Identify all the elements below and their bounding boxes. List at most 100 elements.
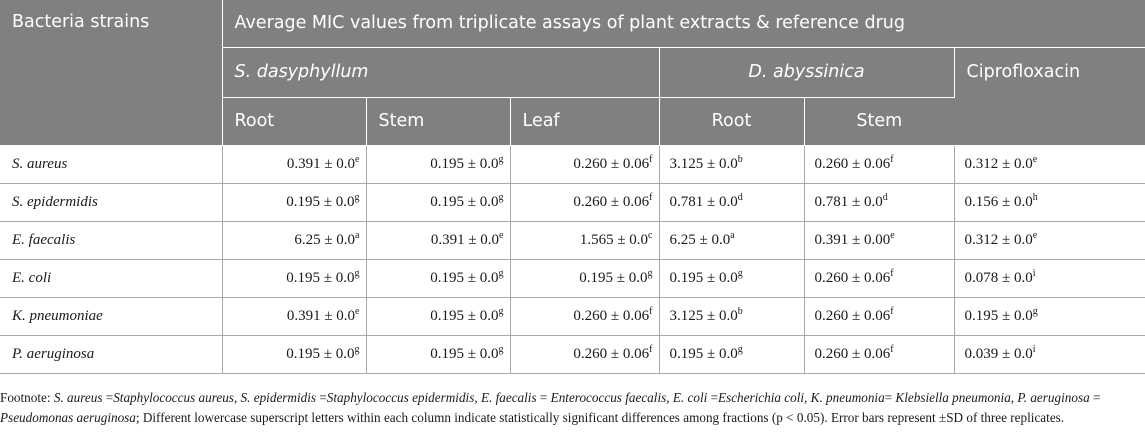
- mic-value-cell: 0.195 ± 0.0g: [659, 259, 805, 298]
- header-leaf-sd: Leaf: [510, 97, 660, 146]
- mic-value-cell: 0.260 ± 0.06f: [804, 259, 955, 298]
- mic-value-cell: 0.391 ± 0.00e: [804, 221, 955, 260]
- significance-letter: h: [1032, 191, 1038, 203]
- mic-value: 0.195 ± 0.0: [286, 193, 355, 210]
- strain-name: E. coli: [0, 259, 223, 298]
- footnote-text: ,: [233, 390, 241, 405]
- footnote-text: =: [536, 390, 551, 405]
- footnote-text: P. aeruginosa: [1017, 390, 1090, 405]
- mic-value-cell: 0.078 ± 0.0i: [954, 259, 1145, 298]
- footnote-text: =: [316, 390, 327, 405]
- strain-name: P. aeruginosa: [0, 335, 223, 374]
- mic-value: 0.260 ± 0.06: [814, 307, 891, 324]
- mic-value: 0.391 ± 0.00: [814, 231, 891, 248]
- significance-letter: g: [354, 343, 360, 355]
- strain-name: K. pneumoniae: [0, 297, 223, 336]
- mic-value-cell: 3.125 ± 0.0b: [659, 297, 805, 336]
- significance-letter: g: [498, 267, 504, 279]
- mic-table: Bacteria strains Average MIC values from…: [0, 0, 1145, 374]
- mic-value-cell: 0.260 ± 0.06f: [804, 145, 955, 184]
- mic-value-cell: 0.195 ± 0.0g: [366, 297, 511, 336]
- significance-letter: g: [354, 191, 360, 203]
- footnote-text: ,: [1010, 390, 1018, 405]
- strain-name: S. epidermidis: [0, 183, 223, 222]
- significance-letter: e: [355, 305, 360, 317]
- mic-value-cell: 0.195 ± 0.0g: [366, 335, 511, 374]
- significance-letter: g: [354, 267, 360, 279]
- significance-letter: i: [1032, 343, 1036, 355]
- footnote-text: Klebsiella pneumonia: [895, 390, 1011, 405]
- table-row: E. coli 0.195 ± 0.0g 0.195 ± 0.0g 0.195 ± 0…: [0, 259, 1145, 298]
- mic-value-cell: 0.260 ± 0.06f: [804, 297, 955, 336]
- mic-value: 0.391 ± 0.0: [430, 231, 500, 248]
- footnote-text: ,: [804, 390, 811, 405]
- mic-value-cell: 0.391 ± 0.0e: [222, 145, 367, 184]
- mic-value: 0.391 ± 0.0: [286, 307, 356, 324]
- mic-value: 6.25 ± 0.0: [294, 231, 356, 248]
- significance-letter: e: [890, 229, 895, 241]
- footnote-text: ,: [666, 390, 673, 405]
- mic-value-cell: 3.125 ± 0.0b: [659, 145, 805, 184]
- footnote-text: Escherichia coli: [718, 390, 805, 405]
- significance-letter: f: [649, 343, 653, 355]
- mic-value: 0.260 ± 0.06: [573, 155, 650, 172]
- significance-letter: f: [890, 305, 894, 317]
- mic-value-cell: 0.195 ± 0.0g: [366, 183, 511, 222]
- header-stem-sd: Stem: [366, 97, 511, 146]
- table-row: S. aureus 0.391 ± 0.0e 0.195 ± 0.0g 0.260 ±…: [0, 145, 1145, 184]
- significance-letter: f: [649, 305, 653, 317]
- mic-value: 0.039 ± 0.0: [964, 345, 1033, 362]
- mic-value: 0.781 ± 0.0: [814, 193, 883, 210]
- significance-letter: g: [498, 305, 504, 317]
- footnote-text: ,: [474, 390, 481, 405]
- mic-value: 0.195 ± 0.0: [286, 269, 355, 286]
- footnote-text: Staphylococcus epidermidis: [326, 390, 475, 405]
- significance-letter: d: [882, 191, 888, 203]
- significance-letter: e: [1032, 229, 1038, 241]
- significance-letter: g: [1032, 305, 1038, 317]
- header-average-mic: Average MIC values from triplicate assay…: [222, 0, 1145, 48]
- mic-value: 0.260 ± 0.06: [814, 155, 891, 172]
- significance-letter: g: [498, 343, 504, 355]
- header-s-dasyphyllum: S. dasyphyllum: [222, 47, 660, 98]
- footnote-text: =: [707, 390, 719, 405]
- mic-value-cell: 0.781 ± 0.0d: [659, 183, 805, 222]
- mic-value-cell: 0.312 ± 0.0e: [954, 145, 1145, 184]
- significance-letter: e: [499, 229, 504, 241]
- table-row: P. aeruginosa 0.195 ± 0.0g 0.195 ± 0.0g 0.2…: [0, 335, 1145, 374]
- header-d-abyssinica: D. abyssinica: [659, 47, 955, 98]
- significance-letter: c: [648, 229, 653, 241]
- mic-value: 0.781 ± 0.0: [669, 193, 738, 210]
- mic-value-cell: 0.260 ± 0.06f: [510, 183, 660, 222]
- significance-letter: f: [890, 153, 894, 165]
- footnote-text: S. epidermidis: [240, 390, 317, 405]
- significance-letter: f: [649, 153, 653, 165]
- footnote-text: K. pneumonia: [810, 390, 885, 405]
- footnote-text: ; Different lowercase superscript letter…: [135, 410, 1065, 425]
- mic-value: 0.195 ± 0.0: [579, 269, 648, 286]
- significance-letter: b: [737, 153, 743, 165]
- significance-letter: f: [890, 267, 894, 279]
- significance-letter: e: [355, 153, 360, 165]
- significance-letter: d: [737, 191, 743, 203]
- footnote: Footnote: S. aureus =Staphylococcus aure…: [0, 388, 1145, 428]
- mic-value: 0.156 ± 0.0: [964, 193, 1033, 210]
- significance-letter: a: [730, 229, 735, 241]
- mic-value: 6.25 ± 0.0: [669, 231, 731, 248]
- mic-value: 0.195 ± 0.0: [669, 345, 738, 362]
- mic-value: 0.195 ± 0.0: [669, 269, 738, 286]
- table-row: K. pneumoniae 0.391 ± 0.0e 0.195 ± 0.0g 0.2…: [0, 297, 1145, 336]
- mic-value-cell: 0.260 ± 0.06f: [510, 145, 660, 184]
- mic-value: 0.195 ± 0.0: [964, 307, 1033, 324]
- mic-value-cell: 0.195 ± 0.0g: [366, 259, 511, 298]
- mic-value-cell: 6.25 ± 0.0a: [659, 221, 805, 260]
- mic-value: 0.312 ± 0.0: [964, 155, 1033, 172]
- mic-value-cell: 0.195 ± 0.0g: [659, 335, 805, 374]
- mic-value-cell: 0.391 ± 0.0e: [222, 297, 367, 336]
- significance-letter: b: [737, 305, 743, 317]
- mic-value-cell: 0.195 ± 0.0g: [510, 259, 660, 298]
- significance-letter: g: [498, 153, 504, 165]
- significance-letter: a: [355, 229, 360, 241]
- header-ciprofloxacin: Ciprofloxacin: [954, 47, 1145, 146]
- mic-value-cell: 0.195 ± 0.0g: [222, 183, 367, 222]
